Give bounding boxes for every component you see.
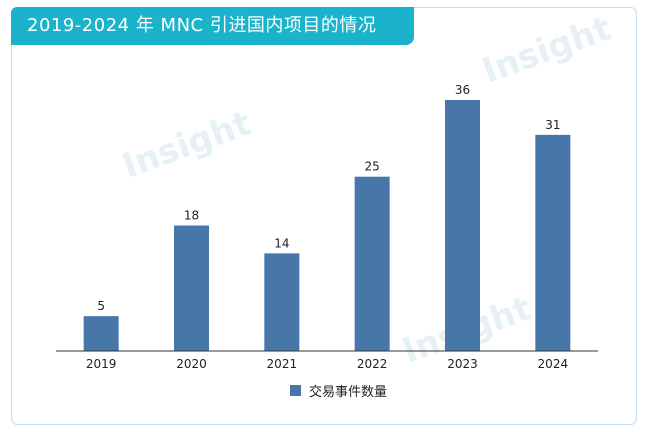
x-tick-label: 2023 bbox=[447, 357, 478, 371]
bar bbox=[174, 225, 209, 351]
data-label: 14 bbox=[274, 236, 289, 250]
data-label: 36 bbox=[455, 83, 470, 97]
bar bbox=[535, 134, 571, 351]
bar bbox=[83, 316, 119, 351]
x-tick-label: 2019 bbox=[86, 357, 117, 371]
legend-swatch bbox=[290, 385, 301, 396]
data-label: 25 bbox=[365, 160, 380, 174]
legend: 交易事件数量 bbox=[290, 381, 387, 400]
x-tick-label: 2024 bbox=[538, 357, 569, 371]
data-label: 31 bbox=[545, 118, 560, 132]
data-label: 5 bbox=[97, 299, 105, 313]
bar bbox=[354, 176, 390, 351]
chart-title: 2019-2024 年 MNC 引进国内项目的情况 bbox=[11, 7, 414, 45]
bar bbox=[445, 100, 480, 351]
x-tick-label: 2022 bbox=[357, 357, 388, 371]
data-label: 18 bbox=[184, 209, 199, 223]
legend-label: 交易事件数量 bbox=[309, 385, 388, 400]
bar bbox=[264, 253, 300, 351]
x-tick-label: 2021 bbox=[267, 357, 298, 371]
x-tick-label: 2020 bbox=[176, 357, 207, 371]
